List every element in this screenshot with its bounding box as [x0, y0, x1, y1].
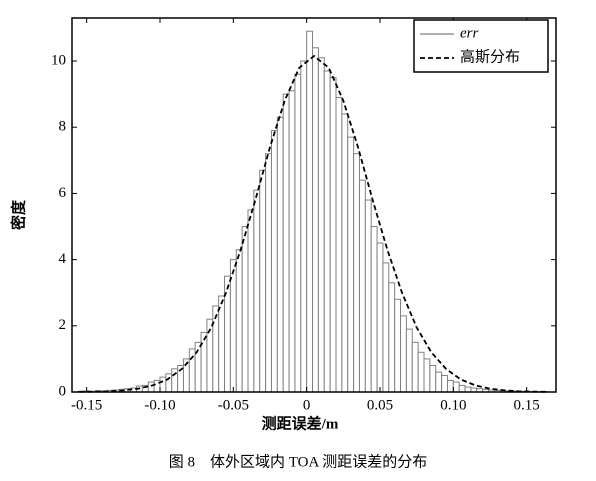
y-tick-label: 10	[51, 52, 66, 68]
histogram-bar	[270, 130, 278, 393]
histogram-bar	[364, 199, 372, 393]
legend-label: err	[460, 25, 478, 41]
histogram-bar	[253, 189, 261, 393]
histogram-bar	[259, 169, 267, 393]
histogram-bar	[411, 341, 419, 393]
histogram-bar	[329, 77, 337, 393]
histogram-bar	[165, 373, 173, 393]
histogram-bar	[370, 226, 378, 393]
histogram-bar	[376, 242, 384, 393]
histogram-bar	[335, 96, 343, 393]
histogram-bar	[400, 315, 407, 393]
y-tick-label: 8	[59, 119, 67, 135]
y-tick-label: 0	[59, 383, 67, 399]
x-tick-label: 0	[303, 397, 311, 413]
histogram-bar	[441, 374, 448, 393]
histogram-bar	[405, 328, 413, 393]
x-tick-label: 0.15	[514, 397, 540, 413]
x-tick-label: 0.10	[440, 397, 466, 413]
histogram-bar	[200, 331, 208, 393]
histogram-bar	[218, 295, 226, 393]
histogram-bar	[435, 371, 443, 393]
histogram-bar	[423, 358, 431, 393]
histogram-bar	[171, 368, 179, 393]
histogram-bar	[382, 262, 390, 393]
x-tick-label: -0.10	[144, 397, 175, 413]
histogram-bar	[188, 348, 196, 393]
histogram-bar	[388, 282, 396, 393]
histogram-bar	[353, 153, 360, 393]
y-tick-label: 6	[59, 185, 67, 201]
histogram-bar	[317, 57, 325, 393]
legend-box	[413, 19, 549, 73]
histogram-bar	[458, 384, 466, 393]
histogram-bar	[312, 47, 319, 393]
histogram-bar	[241, 226, 249, 393]
histogram-bar	[429, 365, 437, 393]
histogram-bar	[446, 379, 454, 393]
histogram-bar	[341, 113, 349, 393]
y-axis-label: 密度	[9, 199, 27, 230]
plot-frame	[71, 17, 557, 393]
histogram-bar	[394, 298, 402, 393]
histogram-bar	[358, 179, 366, 393]
histogram-bar	[347, 136, 355, 393]
y-tick-label: 2	[59, 317, 67, 333]
caption: 图 8 体外区域内 TOA 测距误差的分布	[169, 453, 427, 470]
y-tick-label: 4	[59, 251, 67, 267]
histogram-bar	[417, 351, 425, 393]
histogram-bar	[306, 30, 314, 393]
histogram-bar	[294, 73, 302, 393]
fit-curve	[79, 54, 549, 393]
histogram-bar	[276, 116, 284, 393]
x-tick-label: -0.15	[71, 397, 102, 413]
histogram-bar	[265, 153, 272, 393]
histogram-bar	[288, 90, 296, 393]
histogram-bar	[247, 209, 255, 393]
x-tick-label: -0.05	[218, 397, 249, 413]
x-axis-label: 测距误差/m	[262, 414, 339, 432]
x-tick-label: 0.05	[367, 397, 393, 413]
histogram-bar	[235, 249, 243, 393]
histogram-bar	[323, 70, 331, 393]
histogram-bar	[282, 93, 290, 393]
legend-label: 高斯分布	[460, 48, 520, 65]
histogram-bar	[159, 376, 167, 393]
histogram-bar	[147, 381, 155, 393]
histogram-bar	[452, 381, 460, 393]
histogram-bar	[300, 60, 308, 393]
